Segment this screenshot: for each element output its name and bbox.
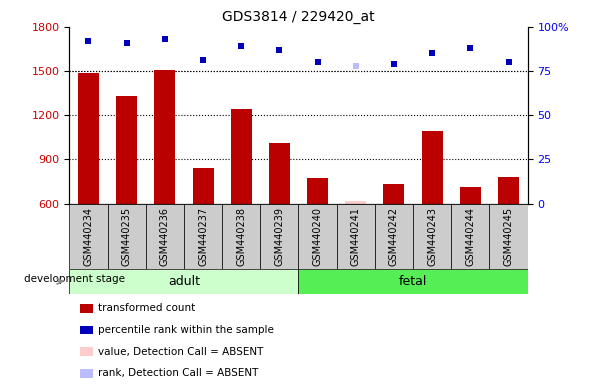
Point: [428, 50, 437, 56]
Point: [160, 36, 169, 42]
Bar: [307, 179, 328, 204]
Text: adult: adult: [168, 275, 200, 288]
Point: [274, 47, 284, 53]
Bar: [375, 204, 413, 269]
Point: [504, 59, 513, 65]
Point: [122, 40, 131, 46]
Bar: [116, 96, 137, 204]
Bar: [298, 269, 528, 294]
Text: percentile rank within the sample: percentile rank within the sample: [98, 325, 274, 335]
Bar: [80, 369, 93, 377]
Text: GSM440239: GSM440239: [274, 207, 285, 266]
Bar: [69, 269, 298, 294]
Bar: [184, 204, 222, 269]
Bar: [346, 201, 366, 204]
Bar: [460, 187, 481, 204]
Point: [466, 45, 475, 51]
Text: GSM440237: GSM440237: [198, 207, 208, 266]
Text: GSM440245: GSM440245: [504, 207, 514, 266]
Text: GSM440240: GSM440240: [312, 207, 323, 266]
Bar: [384, 184, 405, 204]
Text: GSM440236: GSM440236: [160, 207, 170, 266]
Text: GSM440243: GSM440243: [427, 207, 437, 266]
Bar: [269, 143, 290, 204]
Bar: [222, 204, 260, 269]
Text: GSM440235: GSM440235: [122, 207, 131, 266]
Point: [84, 38, 93, 44]
Bar: [78, 73, 99, 204]
Point: [236, 43, 246, 50]
Text: value, Detection Call = ABSENT: value, Detection Call = ABSENT: [98, 347, 264, 357]
Bar: [80, 304, 93, 313]
Text: rank, Detection Call = ABSENT: rank, Detection Call = ABSENT: [98, 368, 258, 378]
Bar: [146, 204, 184, 269]
Title: GDS3814 / 229420_at: GDS3814 / 229420_at: [222, 10, 375, 25]
Bar: [490, 204, 528, 269]
Text: transformed count: transformed count: [98, 303, 195, 313]
Bar: [421, 131, 443, 204]
Bar: [498, 177, 519, 204]
Text: GSM440244: GSM440244: [466, 207, 475, 266]
Bar: [451, 204, 490, 269]
Text: GSM440234: GSM440234: [83, 207, 93, 266]
Text: fetal: fetal: [399, 275, 428, 288]
Point: [313, 59, 323, 65]
Bar: [260, 204, 298, 269]
Bar: [336, 204, 375, 269]
Bar: [80, 347, 93, 356]
Bar: [231, 109, 251, 204]
Bar: [192, 168, 213, 204]
Bar: [298, 204, 336, 269]
Point: [198, 57, 208, 63]
Text: development stage: development stage: [24, 274, 125, 284]
Point: [389, 61, 399, 67]
Text: GSM440242: GSM440242: [389, 207, 399, 266]
Bar: [154, 70, 175, 204]
Bar: [107, 204, 146, 269]
Point: [351, 63, 361, 69]
Bar: [413, 204, 451, 269]
Text: GSM440241: GSM440241: [351, 207, 361, 266]
Bar: [69, 204, 107, 269]
Text: GSM440238: GSM440238: [236, 207, 246, 266]
Bar: [80, 326, 93, 334]
